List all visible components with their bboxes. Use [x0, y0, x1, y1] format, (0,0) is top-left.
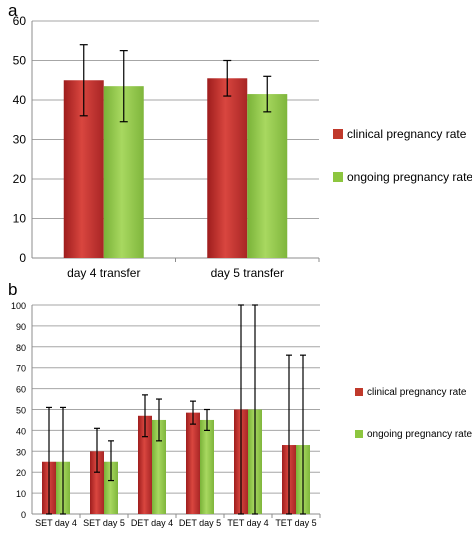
y-tick-label: 60	[16, 385, 26, 395]
panel-label: a	[8, 1, 18, 20]
legend-label: clinical pregnancy rate	[347, 127, 467, 141]
y-tick-label: 10	[13, 212, 27, 226]
bar	[200, 419, 214, 514]
y-tick-label: 20	[13, 172, 27, 186]
panel-label: b	[8, 280, 17, 299]
y-tick-label: 0	[21, 510, 26, 520]
y-tick-label: 60	[13, 14, 27, 28]
bar	[90, 451, 104, 514]
bar	[104, 461, 118, 514]
bar	[186, 412, 200, 514]
legend-label: ongoing pregnancy rate	[347, 170, 472, 184]
y-tick-label: 30	[16, 447, 26, 457]
x-tick-label: DET day 5	[179, 518, 221, 528]
chart-panel-a: a 0 10 20 30 40 50 60 day 4 transfer day 5 transf…	[8, 1, 472, 280]
y-tick-label: 10	[16, 489, 26, 499]
y-tick-label: 40	[13, 93, 27, 107]
bar	[138, 415, 152, 514]
y-tick-label: 90	[16, 322, 26, 332]
y-tick-label: 100	[11, 301, 26, 311]
bar	[207, 78, 248, 259]
legend-label: clinical pregnancy rate	[367, 387, 467, 398]
y-tick-label: 0	[19, 251, 26, 265]
x-tick-label: SET day 4	[35, 518, 77, 528]
y-tick-label: 30	[13, 133, 27, 147]
y-tick-label: 80	[16, 343, 26, 353]
x-tick-label: TET day 4	[227, 518, 268, 528]
x-tick-label: day 5 transfer	[211, 266, 284, 280]
y-tick-label: 40	[16, 426, 26, 436]
legend-swatch	[355, 388, 363, 396]
bar	[152, 419, 166, 514]
y-tick-label: 50	[16, 406, 26, 416]
legend-swatch	[333, 129, 343, 139]
x-tick-label: DET day 4	[131, 518, 173, 528]
bar	[247, 94, 288, 258]
y-tick-label: 50	[13, 54, 27, 68]
legend-label: ongoing pregnancy rate	[367, 429, 472, 440]
x-tick-label: TET day 5	[275, 518, 316, 528]
legend-swatch	[355, 430, 363, 438]
x-tick-label: SET day 5	[83, 518, 125, 528]
y-tick-label: 70	[16, 364, 26, 374]
chart-panel-b: b 0 10 20 30 40 50 60 70 80 90 100 SET day 4 SET day …	[8, 280, 472, 528]
x-tick-label: day 4 transfer	[67, 266, 140, 280]
y-tick-label: 20	[16, 468, 26, 478]
legend-swatch	[333, 172, 343, 182]
